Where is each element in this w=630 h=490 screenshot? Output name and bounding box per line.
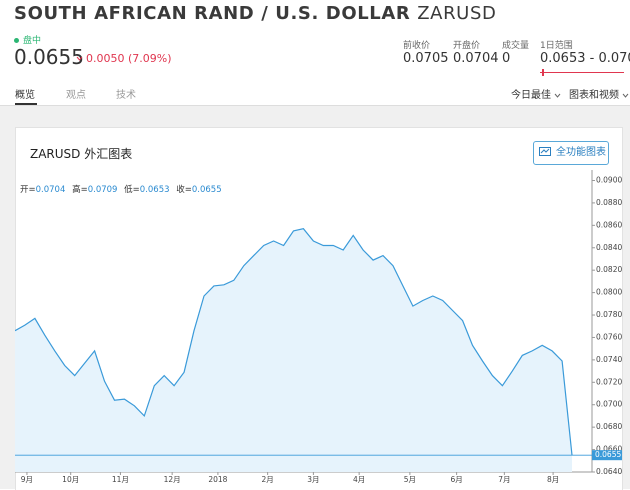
tab[interactable]: 技术	[116, 90, 136, 101]
ohlc-readout: 开=0.0704 高=0.0709 低=0.0653 收=0.0655	[20, 183, 226, 195]
ohlc-value: 0.0655	[191, 185, 222, 195]
tab[interactable]: 观点	[66, 90, 86, 101]
divider	[0, 105, 630, 106]
y-tick-label: 0.0760	[596, 332, 622, 341]
market-status: 盘中	[14, 33, 41, 46]
card-title: ZARUSD 外汇图表	[30, 147, 133, 161]
last-price-label: 0.0655	[595, 450, 621, 459]
y-tick-label: 0.0820	[596, 265, 622, 274]
title-text: SOUTH AFRICAN RAND / U.S. DOLLAR	[14, 3, 411, 24]
menu-text: 图表和视频	[569, 90, 619, 101]
x-tick-label: 9月	[21, 475, 33, 484]
ohlc-value: 0.0653	[139, 185, 170, 195]
stat-value: 0.0704	[453, 51, 499, 66]
active-tab-underline	[15, 103, 37, 105]
area	[15, 228, 572, 472]
stat-label: 1日范围	[540, 41, 573, 51]
y-tick-label: 0.0860	[596, 220, 622, 229]
ohlc-value: 0.0704	[35, 185, 66, 195]
x-tick-label: 12月	[164, 475, 181, 484]
ohlc-label: 低=	[124, 185, 140, 195]
x-tick-label: 2月	[261, 475, 273, 484]
menu[interactable]: 图表和视频	[569, 86, 629, 101]
y-tick-label: 0.0660	[596, 445, 622, 454]
y-tick-label: 0.0700	[596, 400, 622, 409]
stat-label: 前收价	[403, 41, 431, 51]
price-change: 0.0050 (7.09%)	[76, 52, 172, 65]
chart: 0.0640 0.0660 0.0680 0.0700 0.0720 0.0740 0.07…	[15, 170, 622, 484]
tab[interactable]: 概览	[15, 90, 35, 101]
last-price-box	[592, 450, 622, 461]
stat-label: 成交量	[502, 41, 530, 51]
instrument-title: SOUTH AFRICAN RAND / U.S. DOLLAR ZARUSD	[14, 3, 496, 24]
status-text: 盘中	[23, 36, 42, 46]
price: 0.0655	[14, 45, 84, 69]
y-tick-label: 0.0900	[596, 175, 622, 184]
x-tick-label: 11月	[112, 475, 129, 484]
ohlc-value: 0.0709	[87, 185, 118, 195]
full-chart-button[interactable]: 全功能图表	[533, 141, 609, 165]
change-text: 0.0050 (7.09%)	[86, 52, 172, 65]
x-tick-label: 4月	[353, 475, 365, 484]
y-tick-label: 0.0640	[596, 467, 622, 476]
x-tick-label: 8月	[547, 475, 559, 484]
y-tick-label: 0.0740	[596, 355, 622, 364]
range-bar	[540, 69, 624, 76]
x-tick-label: 6月	[450, 475, 462, 484]
y-tick-label: 0.0800	[596, 288, 622, 297]
x-tick-label: 5月	[404, 475, 416, 484]
x-tick-label: 2018	[208, 475, 227, 484]
menu[interactable]: 今日最佳	[511, 86, 561, 101]
x-tick-label: 3月	[307, 475, 319, 484]
symbol: ZARUSD	[417, 3, 497, 24]
price-line	[15, 228, 573, 456]
ohlc-label: 开=	[20, 185, 36, 195]
x-tick-label: 7月	[498, 475, 510, 484]
y-tick-label: 0.0780	[596, 310, 622, 319]
menu-text: 今日最佳	[511, 90, 551, 101]
x-tick-label: 10月	[62, 475, 79, 484]
ohlc-label: 收=	[176, 185, 192, 195]
stat-label: 开盘价	[453, 41, 481, 51]
y-tick-label: 0.0880	[596, 198, 622, 207]
stat-value: 0	[502, 51, 511, 66]
y-tick-label: 0.0840	[596, 243, 622, 252]
ohlc-label: 高=	[72, 185, 88, 195]
stat-value: 0.0653 - 0.0709	[540, 51, 630, 66]
y-tick-label: 0.0680	[596, 422, 622, 431]
y-tick-label: 0.0720	[596, 377, 622, 386]
button-text: 全功能图表	[556, 147, 606, 158]
stat-value: 0.0705	[403, 51, 449, 66]
